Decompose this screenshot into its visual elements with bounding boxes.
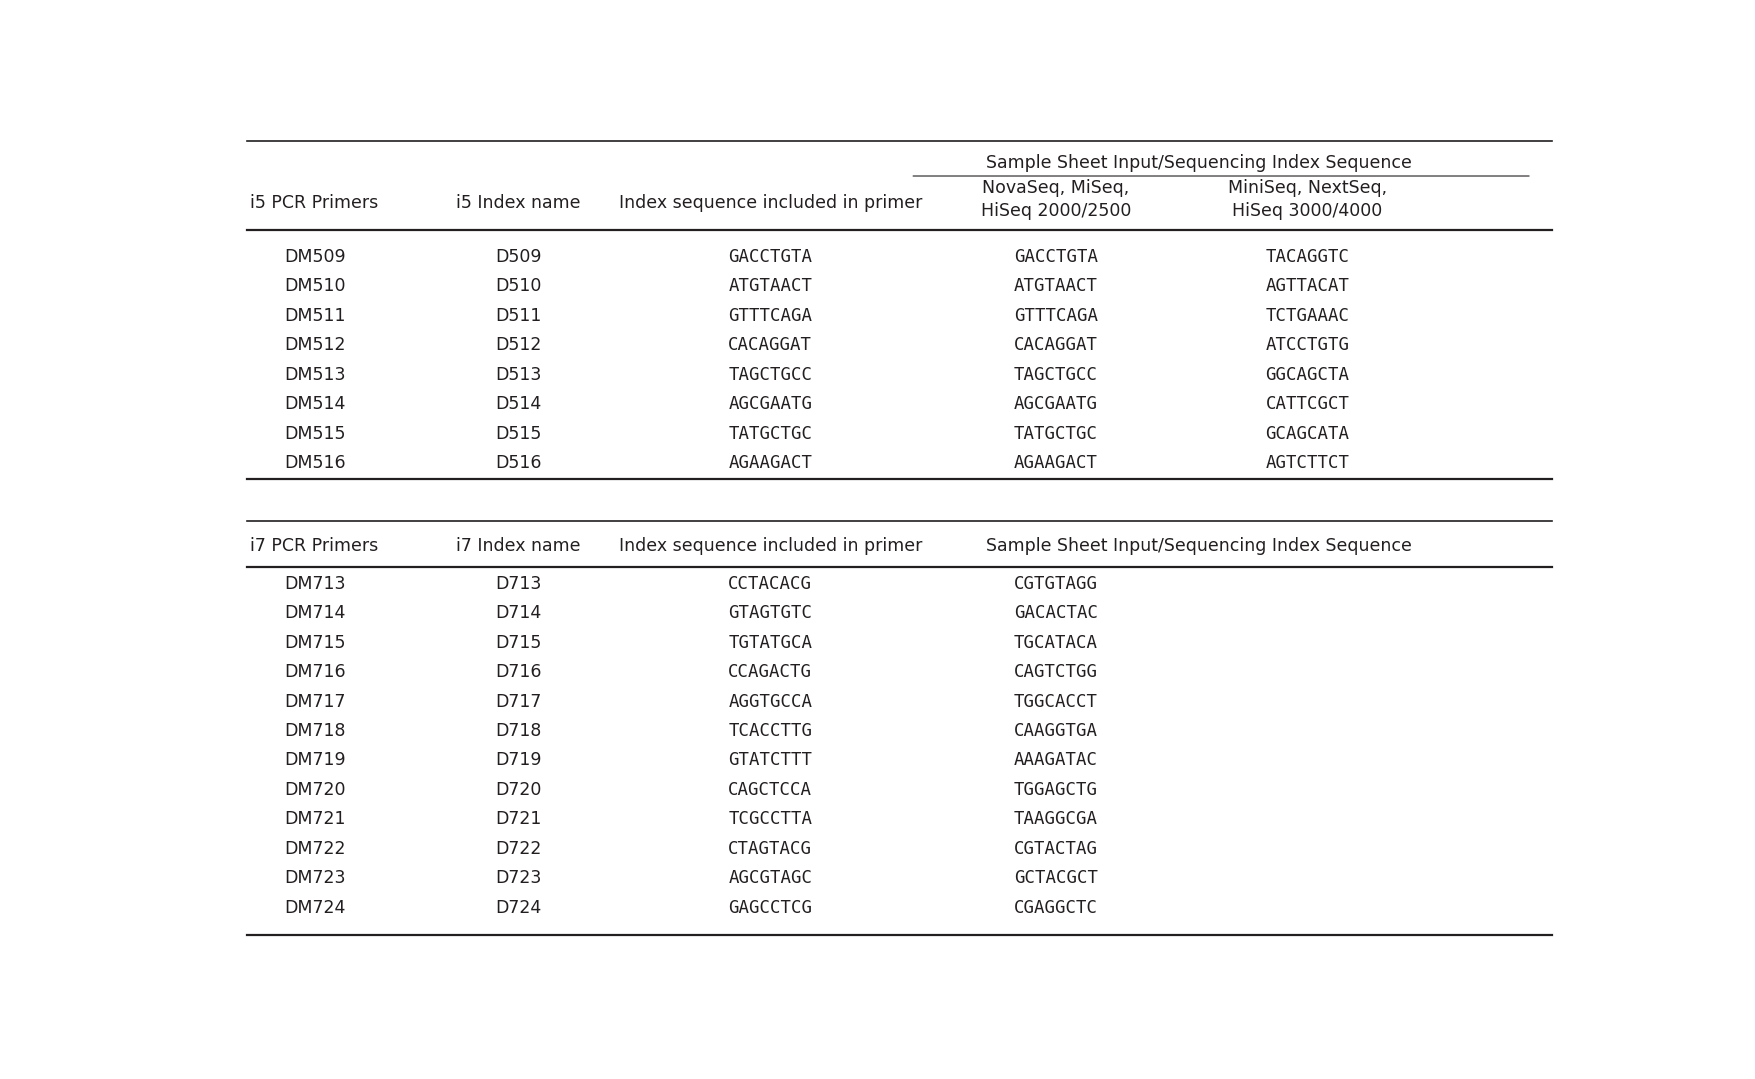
Text: AGGTGCCA: AGGTGCCA xyxy=(728,693,813,710)
Text: D516: D516 xyxy=(495,454,542,472)
Text: D713: D713 xyxy=(495,574,542,592)
Text: DM514: DM514 xyxy=(284,395,346,413)
Text: D510: D510 xyxy=(495,277,542,295)
Text: AGAAGACT: AGAAGACT xyxy=(1014,454,1099,472)
Text: D514: D514 xyxy=(495,395,542,413)
Text: DM717: DM717 xyxy=(284,693,346,710)
Text: TAAGGCGA: TAAGGCGA xyxy=(1014,810,1099,829)
Text: Sample Sheet Input/Sequencing Index Sequence: Sample Sheet Input/Sequencing Index Sequ… xyxy=(986,153,1411,172)
Text: DM511: DM511 xyxy=(284,306,346,325)
Text: D718: D718 xyxy=(495,722,542,740)
Text: CACAGGAT: CACAGGAT xyxy=(1014,336,1099,354)
Text: CACAGGAT: CACAGGAT xyxy=(728,336,813,354)
Text: TACAGGTC: TACAGGTC xyxy=(1265,247,1350,265)
Text: TATGCTGC: TATGCTGC xyxy=(728,424,813,442)
Text: DM715: DM715 xyxy=(284,633,346,652)
Text: DM720: DM720 xyxy=(284,781,346,798)
Text: D721: D721 xyxy=(495,810,542,829)
Text: TCTGAAAC: TCTGAAAC xyxy=(1265,306,1350,325)
Text: CGTGTAGG: CGTGTAGG xyxy=(1014,574,1099,592)
Text: DM719: DM719 xyxy=(284,751,346,769)
Text: CAGCTCCA: CAGCTCCA xyxy=(728,781,813,798)
Text: D722: D722 xyxy=(495,839,542,858)
Text: DM724: DM724 xyxy=(284,899,346,917)
Text: CAAGGTGA: CAAGGTGA xyxy=(1014,722,1099,740)
Text: D513: D513 xyxy=(495,366,542,383)
Text: ATGTAACT: ATGTAACT xyxy=(1014,277,1099,295)
Text: AGAAGACT: AGAAGACT xyxy=(728,454,813,472)
Text: CCTACACG: CCTACACG xyxy=(728,574,813,592)
Text: D515: D515 xyxy=(495,424,542,442)
Text: D509: D509 xyxy=(495,247,542,265)
Text: D724: D724 xyxy=(495,899,542,917)
Text: D716: D716 xyxy=(495,663,542,681)
Text: DM714: DM714 xyxy=(284,604,346,622)
Text: DM723: DM723 xyxy=(284,870,346,887)
Text: AGCGAATG: AGCGAATG xyxy=(728,395,813,413)
Text: AGCGTAGC: AGCGTAGC xyxy=(728,870,813,887)
Text: GTATCTTT: GTATCTTT xyxy=(728,751,813,769)
Text: AGTTACAT: AGTTACAT xyxy=(1265,277,1350,295)
Text: TGCATACA: TGCATACA xyxy=(1014,633,1099,652)
Text: CGAGGCTC: CGAGGCTC xyxy=(1014,899,1099,917)
Text: D719: D719 xyxy=(495,751,542,769)
Text: TCACCTTG: TCACCTTG xyxy=(728,722,813,740)
Text: CAGTCTGG: CAGTCTGG xyxy=(1014,663,1099,681)
Text: DM718: DM718 xyxy=(284,722,346,740)
Text: TAGCTGCC: TAGCTGCC xyxy=(728,366,813,383)
Text: DM513: DM513 xyxy=(284,366,346,383)
Text: GACCTGTA: GACCTGTA xyxy=(728,247,813,265)
Text: CGTACTAG: CGTACTAG xyxy=(1014,839,1099,858)
Text: TGGAGCTG: TGGAGCTG xyxy=(1014,781,1099,798)
Text: D512: D512 xyxy=(495,336,542,354)
Text: DM516: DM516 xyxy=(284,454,346,472)
Text: i7 Index name: i7 Index name xyxy=(456,536,581,555)
Text: i5 PCR Primers: i5 PCR Primers xyxy=(251,193,379,211)
Text: DM512: DM512 xyxy=(284,336,346,354)
Text: i7 PCR Primers: i7 PCR Primers xyxy=(251,536,379,555)
Text: ATCCTGTG: ATCCTGTG xyxy=(1265,336,1350,354)
Text: TAGCTGCC: TAGCTGCC xyxy=(1014,366,1099,383)
Text: AAAGATAC: AAAGATAC xyxy=(1014,751,1099,769)
Text: DM509: DM509 xyxy=(284,247,346,265)
Text: D511: D511 xyxy=(495,306,542,325)
Text: NovaSeq, MiSeq,
HiSeq 2000/2500: NovaSeq, MiSeq, HiSeq 2000/2500 xyxy=(981,179,1130,220)
Text: DM510: DM510 xyxy=(284,277,346,295)
Text: GGCAGCTA: GGCAGCTA xyxy=(1265,366,1350,383)
Text: D714: D714 xyxy=(495,604,542,622)
Text: GTAGTGTC: GTAGTGTC xyxy=(728,604,813,622)
Text: Index sequence included in primer: Index sequence included in primer xyxy=(618,193,921,211)
Text: AGCGAATG: AGCGAATG xyxy=(1014,395,1099,413)
Text: GCAGCATA: GCAGCATA xyxy=(1265,424,1350,442)
Text: TATGCTGC: TATGCTGC xyxy=(1014,424,1099,442)
Text: Index sequence included in primer: Index sequence included in primer xyxy=(618,536,921,555)
Text: GACACTAC: GACACTAC xyxy=(1014,604,1099,622)
Text: TGGCACCT: TGGCACCT xyxy=(1014,693,1099,710)
Text: GACCTGTA: GACCTGTA xyxy=(1014,247,1099,265)
Text: CTAGTACG: CTAGTACG xyxy=(728,839,813,858)
Text: DM721: DM721 xyxy=(284,810,346,829)
Text: CATTCGCT: CATTCGCT xyxy=(1265,395,1350,413)
Text: Sample Sheet Input/Sequencing Index Sequence: Sample Sheet Input/Sequencing Index Sequ… xyxy=(986,536,1411,555)
Text: i5 Index name: i5 Index name xyxy=(456,193,581,211)
Text: TGTATGCA: TGTATGCA xyxy=(728,633,813,652)
Text: AGTCTTCT: AGTCTTCT xyxy=(1265,454,1350,472)
Text: GAGCCTCG: GAGCCTCG xyxy=(728,899,813,917)
Text: DM722: DM722 xyxy=(284,839,346,858)
Text: DM713: DM713 xyxy=(284,574,346,592)
Text: DM515: DM515 xyxy=(284,424,346,442)
Text: D715: D715 xyxy=(495,633,542,652)
Text: TCGCCTTA: TCGCCTTA xyxy=(728,810,813,829)
Text: MiniSeq, NextSeq,
HiSeq 3000/4000: MiniSeq, NextSeq, HiSeq 3000/4000 xyxy=(1228,179,1386,220)
Text: CCAGACTG: CCAGACTG xyxy=(728,663,813,681)
Text: GTTTCAGA: GTTTCAGA xyxy=(1014,306,1099,325)
Text: GTTTCAGA: GTTTCAGA xyxy=(728,306,813,325)
Text: DM716: DM716 xyxy=(284,663,346,681)
Text: GCTACGCT: GCTACGCT xyxy=(1014,870,1099,887)
Text: ATGTAACT: ATGTAACT xyxy=(728,277,813,295)
Text: D723: D723 xyxy=(495,870,542,887)
Text: D720: D720 xyxy=(495,781,542,798)
Text: D717: D717 xyxy=(495,693,542,710)
